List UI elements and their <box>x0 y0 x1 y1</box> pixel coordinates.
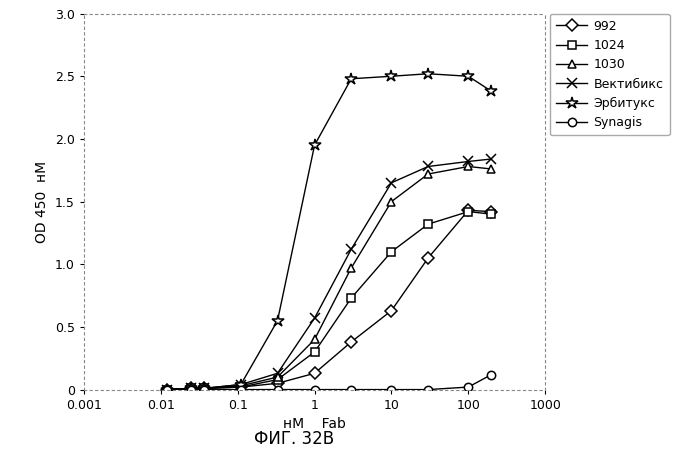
Y-axis label: OD 450  нМ: OD 450 нМ <box>35 160 50 243</box>
1030 <box>273 374 282 380</box>
Вектибикс <box>424 164 432 169</box>
X-axis label: нМ    Fab: нМ Fab <box>283 417 346 431</box>
Эрбитукс <box>187 386 196 391</box>
1024 <box>237 384 245 390</box>
Эрбитукс <box>464 73 473 79</box>
Эрбитукс <box>201 386 209 391</box>
Synagis <box>187 387 196 392</box>
1030 <box>347 265 355 271</box>
Эрбитукс <box>424 71 432 77</box>
Line: Вектибикс: Вектибикс <box>162 154 496 395</box>
Вектибикс <box>464 159 473 164</box>
Line: 1030: 1030 <box>163 162 496 394</box>
1030 <box>487 166 496 172</box>
992 <box>464 207 473 213</box>
Эрбитукс <box>347 76 355 82</box>
Эрбитукс <box>237 382 245 387</box>
992 <box>310 371 319 376</box>
Synagis <box>163 387 171 392</box>
Вектибикс <box>487 156 496 162</box>
Synagis <box>464 384 473 390</box>
Synagis <box>237 387 245 392</box>
992 <box>424 255 432 261</box>
1024 <box>387 249 396 255</box>
Synagis <box>310 387 319 392</box>
992 <box>347 339 355 345</box>
992 <box>201 386 209 391</box>
Synagis <box>487 372 496 377</box>
Вектибикс <box>237 382 245 387</box>
1024 <box>187 386 196 391</box>
1024 <box>347 295 355 301</box>
Text: ФИГ. 32B: ФИГ. 32B <box>254 430 333 448</box>
1024 <box>163 387 171 392</box>
Legend: 992, 1024, 1030, Вектибикс, Эрбитукс, Synagis: 992, 1024, 1030, Вектибикс, Эрбитукс, Sy… <box>550 14 670 135</box>
1024 <box>464 209 473 214</box>
Line: 1024: 1024 <box>163 207 496 394</box>
Вектибикс <box>201 386 209 391</box>
Synagis <box>201 387 209 392</box>
992 <box>387 308 396 313</box>
Вектибикс <box>163 387 171 392</box>
Вектибикс <box>310 315 319 321</box>
1024 <box>487 212 496 217</box>
1024 <box>273 377 282 382</box>
Вектибикс <box>187 386 196 391</box>
Вектибикс <box>347 246 355 252</box>
1030 <box>237 383 245 389</box>
Эрбитукс <box>387 73 396 79</box>
Synagis <box>347 387 355 392</box>
1024 <box>424 222 432 227</box>
992 <box>237 384 245 390</box>
1030 <box>310 337 319 342</box>
Эрбитукс <box>487 89 496 94</box>
Synagis <box>273 387 282 392</box>
Вектибикс <box>273 371 282 376</box>
1030 <box>201 386 209 391</box>
Эрбитукс <box>163 387 171 392</box>
1024 <box>310 349 319 355</box>
Synagis <box>387 387 396 392</box>
992 <box>163 387 171 392</box>
1030 <box>387 199 396 204</box>
1030 <box>464 164 473 169</box>
Line: Эрбитукс: Эрбитукс <box>161 67 498 396</box>
Эрбитукс <box>273 318 282 323</box>
Line: Synagis: Synagis <box>163 371 496 394</box>
1024 <box>201 386 209 391</box>
1030 <box>163 387 171 392</box>
Вектибикс <box>387 180 396 186</box>
1030 <box>424 171 432 177</box>
992 <box>487 209 496 214</box>
1030 <box>187 386 196 391</box>
992 <box>187 386 196 391</box>
Эрбитукс <box>310 142 319 148</box>
Line: 992: 992 <box>163 206 496 394</box>
Synagis <box>424 387 432 392</box>
992 <box>273 381 282 386</box>
